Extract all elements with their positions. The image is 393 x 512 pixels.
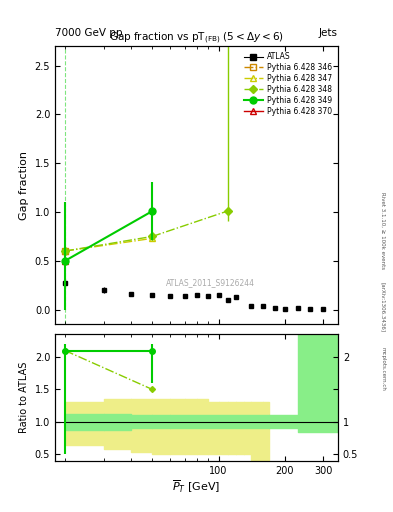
Text: Rivet 3.1.10, ≥ 100k events: Rivet 3.1.10, ≥ 100k events	[381, 192, 386, 269]
Y-axis label: Gap fraction: Gap fraction	[19, 151, 29, 220]
Text: mcplots.cern.ch: mcplots.cern.ch	[381, 347, 386, 391]
Text: ATLAS_2011_S9126244: ATLAS_2011_S9126244	[166, 278, 255, 287]
Y-axis label: Ratio to ATLAS: Ratio to ATLAS	[19, 362, 29, 433]
Title: Gap fraction vs pT$_{\mathsf{(FB)}}$ $(5 < \Delta y < 6)$: Gap fraction vs pT$_{\mathsf{(FB)}}$ $(5…	[109, 31, 284, 46]
Text: [arXiv:1306.3436]: [arXiv:1306.3436]	[381, 282, 386, 332]
Text: Jets: Jets	[319, 28, 338, 38]
Text: 7000 GeV pp: 7000 GeV pp	[55, 28, 123, 38]
X-axis label: $\overline{P}_{T}$ [GeV]: $\overline{P}_{T}$ [GeV]	[173, 478, 220, 495]
Legend: ATLAS, Pythia 6.428 346, Pythia 6.428 347, Pythia 6.428 348, Pythia 6.428 349, P: ATLAS, Pythia 6.428 346, Pythia 6.428 34…	[242, 50, 334, 118]
